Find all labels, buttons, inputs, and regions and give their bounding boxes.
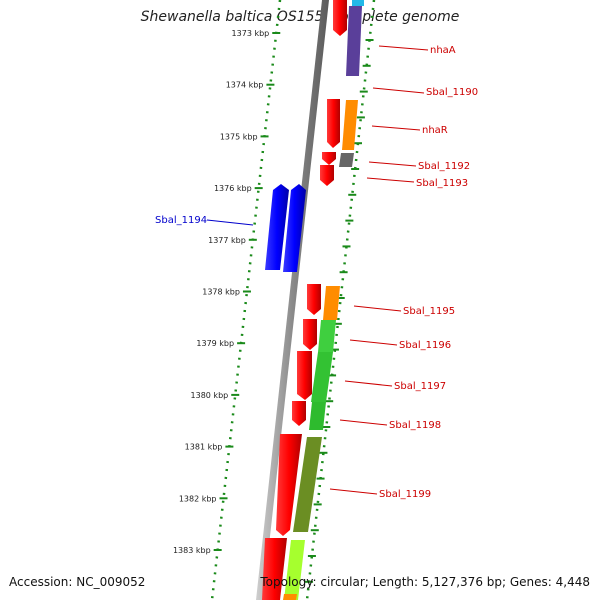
forward-genes bbox=[262, 0, 347, 600]
cog-box-top bbox=[352, 0, 364, 6]
scale-tick-label: 1376 kbp bbox=[214, 184, 252, 193]
scale-tick-label: 1373 kbp bbox=[232, 29, 270, 38]
cog-box-next bbox=[284, 540, 305, 600]
gene-arrow-sbal1194-b[interactable] bbox=[283, 184, 306, 272]
genome-backbone bbox=[256, 0, 329, 600]
gene-arrow-sbal1198[interactable] bbox=[292, 401, 306, 426]
gene-arrow-sbal1193[interactable] bbox=[320, 165, 334, 186]
cog-box-nhaR bbox=[342, 100, 358, 150]
cog-box-sbal1199 bbox=[293, 437, 322, 532]
cog-box-sbal1197 bbox=[311, 352, 333, 402]
scale-tick-label: 1377 kbp bbox=[208, 236, 246, 245]
gene-label-sbal1192[interactable]: Sbal_1192 bbox=[418, 161, 470, 172]
gene-label-nhaR[interactable]: nhaR bbox=[422, 125, 448, 136]
gene-label-sbal1190[interactable]: Sbal_1190 bbox=[426, 87, 478, 98]
cog-box-sbal1198 bbox=[309, 402, 326, 430]
scale-tick-label: 1383 kbp bbox=[173, 546, 211, 555]
gene-arrow-sbal1196[interactable] bbox=[303, 319, 317, 350]
genome-summary: Topology: circular; Length: 5,127,376 bp… bbox=[260, 575, 590, 589]
gene-arrow-next bbox=[262, 538, 287, 600]
gene-arrow-nhaA[interactable] bbox=[333, 0, 347, 36]
scale-ticks: 1373 kbp 1374 kbp 1375 kbp 1376 kbp 1377 kbp… bbox=[173, 29, 374, 583]
gene-arrow-sbal1190[interactable] bbox=[327, 99, 340, 148]
gene-arrow-sbal1195[interactable] bbox=[307, 284, 321, 315]
cog-box-orange-bottom bbox=[283, 594, 297, 600]
gene-label-sbal1196[interactable]: Sbal_1196 bbox=[399, 340, 451, 351]
gene-label-sbal1194[interactable]: Sbal_1194 bbox=[155, 215, 207, 226]
gene-label-sbal1197[interactable]: Sbal_1197 bbox=[394, 381, 446, 392]
gene-arrow-sbal1199[interactable] bbox=[276, 434, 302, 536]
gene-label-sbal1199[interactable]: Sbal_1199 bbox=[379, 489, 431, 500]
map-title: Shewanella baltica OS155, complete genom… bbox=[140, 9, 460, 25]
cog-boxes bbox=[283, 0, 364, 600]
gene-labels: nhaA Sbal_1190 nhaR Sbal_1192 Sbal_1193 … bbox=[155, 45, 478, 500]
scale-tick-label: 1375 kbp bbox=[220, 132, 258, 141]
scale-tick-label: 1374 kbp bbox=[226, 81, 264, 90]
gene-arrow-sbal1192[interactable] bbox=[322, 152, 336, 165]
reverse-genes bbox=[265, 184, 306, 272]
gene-label-nhaA[interactable]: nhaA bbox=[430, 45, 456, 56]
gene-label-sbal1195[interactable]: Sbal_1195 bbox=[403, 306, 455, 317]
cog-box-sbal1195 bbox=[323, 286, 340, 320]
leader-lines bbox=[206, 45, 429, 495]
gene-arrow-sbal1197[interactable] bbox=[297, 351, 312, 400]
scale-tick-label: 1381 kbp bbox=[185, 443, 223, 452]
gene-arrow-sbal1194-a[interactable] bbox=[265, 184, 289, 270]
accession-label: Accession: NC_009052 bbox=[9, 575, 146, 589]
scale-tick-label: 1382 kbp bbox=[179, 494, 217, 503]
scale-tick-label: 1379 kbp bbox=[196, 339, 234, 348]
cog-box-sbal1196 bbox=[318, 320, 336, 352]
gene-label-sbal1198[interactable]: Sbal_1198 bbox=[389, 420, 441, 431]
cog-box-nhaA bbox=[346, 6, 362, 76]
scale-tick-label: 1380 kbp bbox=[191, 391, 229, 400]
cog-box-sbal1192 bbox=[339, 153, 354, 167]
gene-label-sbal1193[interactable]: Sbal_1193 bbox=[416, 178, 468, 189]
scale-tick-label: 1378 kbp bbox=[202, 288, 240, 297]
